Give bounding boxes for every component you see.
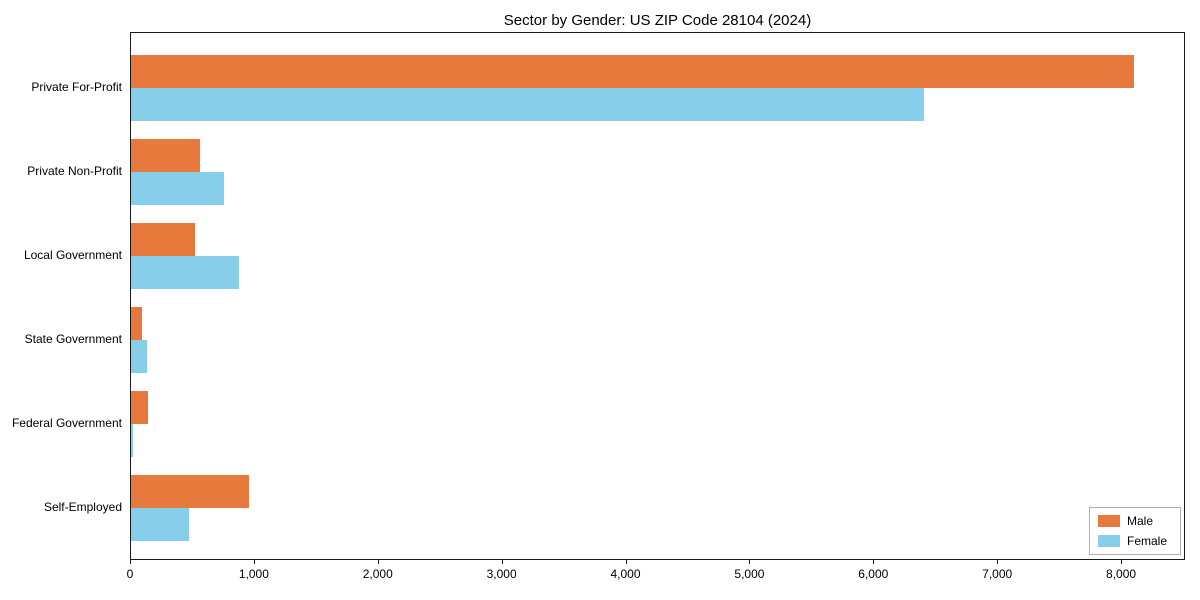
plot-area [130,32,1185,560]
bar-female-state-government [131,340,148,373]
x-tick-mark [253,560,255,564]
bar-male-local-government [131,223,196,256]
chart-title: Sector by Gender: US ZIP Code 28104 (202… [503,12,812,29]
x-tick-mark [130,560,131,564]
x-tick-label: 0 [126,567,134,581]
bar-male-self-employed [131,475,249,508]
y-axis-label-state-government: State Government [24,332,122,346]
legend: Male Female [1089,507,1181,555]
y-axis-label-self-employed: Self-Employed [43,500,122,514]
legend-entry-female: Female [1098,534,1172,548]
legend-label-female: Female [1127,534,1168,548]
bar-female-private-non-profit [131,172,224,205]
legend-entry-male: Male [1098,514,1172,528]
x-tick-label: 5,000 [734,567,765,581]
x-tick-mark [873,560,875,564]
x-tick-label: 7,000 [982,567,1013,581]
bar-female-federal-government [131,424,134,457]
x-tick-mark [377,560,379,564]
x-tick-mark [625,560,627,564]
bar-female-local-government [131,256,239,289]
x-tick-mark [501,560,503,564]
x-tick-label: 8,000 [1106,567,1137,581]
x-tick-label: 4,000 [610,567,641,581]
y-axis-label-private-non-profit: Private Non-Profit [27,164,122,178]
bar-male-federal-government [131,391,149,424]
bar-male-state-government [131,307,142,340]
x-tick-label: 1,000 [238,567,269,581]
bar-female-private-for-profit [131,88,924,121]
legend-swatch-male [1098,515,1120,527]
x-tick-label: 3,000 [486,567,517,581]
x-tick-label: 6,000 [858,567,889,581]
x-tick-mark [749,560,751,564]
y-axis-label-federal-government: Federal Government [11,416,122,430]
bar-male-private-non-profit [131,139,201,172]
legend-swatch-female [1098,535,1120,547]
bar-male-private-for-profit [131,55,1135,88]
x-tick-label: 2,000 [362,567,393,581]
x-tick-mark [997,560,999,564]
x-tick-mark [1121,560,1123,564]
legend-label-male: Male [1127,514,1154,528]
y-axis-label-local-government: Local Government [23,248,122,262]
bar-female-self-employed [131,508,190,541]
y-axis-label-private-for-profit: Private For-Profit [31,80,122,94]
